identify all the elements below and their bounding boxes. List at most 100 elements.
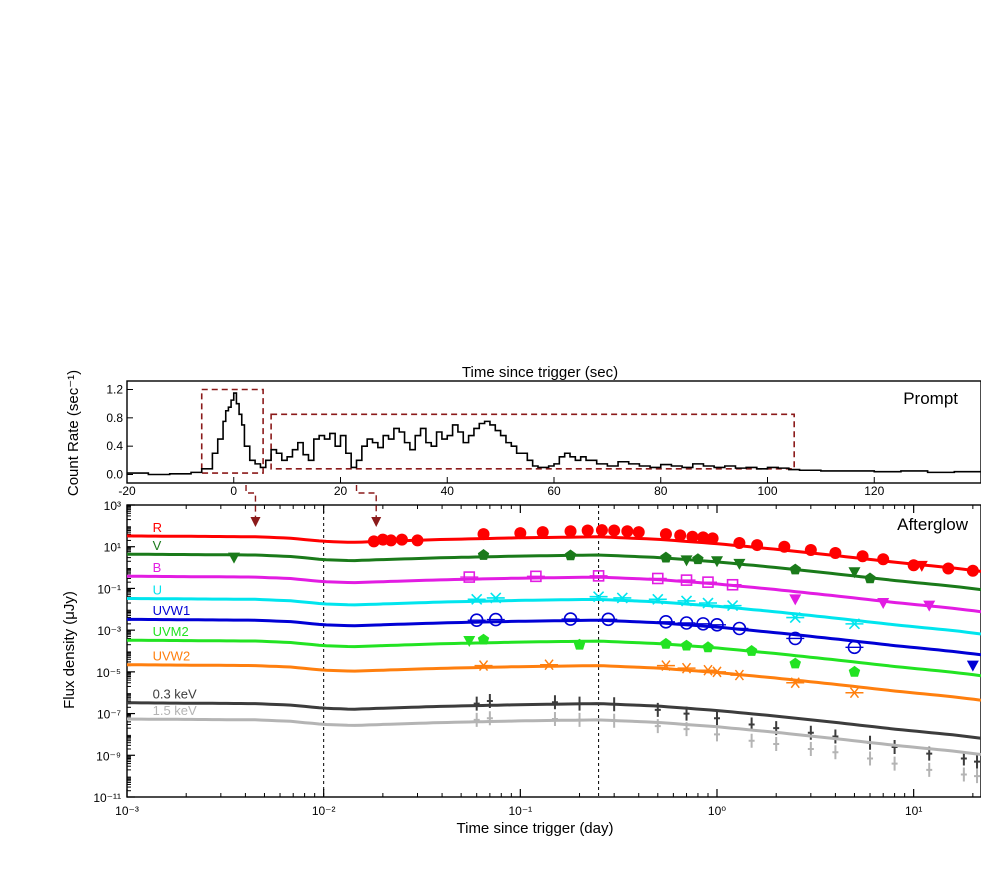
data-point-1-5-kev — [807, 742, 814, 757]
prompt-x-axis-title: Time since trigger (sec) — [462, 364, 618, 381]
upper-limit-r — [915, 560, 928, 572]
data-point-r — [581, 524, 594, 537]
afterglow-series-v: V — [127, 538, 981, 592]
data-point-r — [706, 532, 719, 545]
upper-limit-v — [680, 555, 693, 567]
data-point-0-3-kev — [486, 694, 493, 709]
afterglow-series-1-5-kev: 1.5 keV — [126, 703, 981, 784]
data-point-1-5-kev — [654, 719, 661, 734]
series-label-uvw1: UVW1 — [153, 603, 191, 618]
prompt-y-tick-label: 0.0 — [106, 468, 123, 482]
prompt-x-tick-label: 0 — [230, 484, 237, 498]
data-point-r — [697, 531, 710, 544]
data-point-r — [856, 550, 869, 563]
prompt-x-tick-label: 20 — [334, 484, 348, 498]
prompt-y-axis-title: Count Rate (sec⁻¹) — [65, 370, 82, 496]
afterglow-x-tick-label: 10⁰ — [708, 804, 726, 818]
data-point-uvm2 — [745, 645, 758, 656]
data-point-uvm2 — [477, 633, 490, 645]
afterglow-series-uvm2: UVM2 — [126, 624, 981, 678]
data-point-uvm2 — [848, 665, 861, 677]
data-point-1-5-kev — [611, 713, 618, 728]
data-point-1-5-kev — [974, 769, 981, 784]
series-label-r: R — [153, 520, 162, 535]
upper-limit-v — [710, 556, 723, 568]
prompt-y-tick-label: 0.4 — [106, 439, 123, 453]
data-point-u — [486, 592, 505, 604]
prompt-x-tick-label: 60 — [547, 484, 561, 498]
model-line-uvm2 — [126, 638, 981, 678]
prompt-x-tick-label: -20 — [118, 484, 136, 498]
afterglow-y-tick-label: 10⁻⁹ — [96, 749, 121, 763]
series-label-1-5-kev: 1.5 keV — [153, 703, 197, 718]
data-point-v — [564, 549, 577, 561]
data-point-r — [829, 546, 842, 559]
data-point-r — [966, 564, 979, 577]
data-point-v — [477, 549, 490, 560]
prompt-dashed-box-2 — [270, 413, 795, 470]
upper-limit-b — [877, 598, 890, 610]
data-point-uvw2 — [698, 664, 717, 676]
data-point-v — [864, 572, 876, 584]
data-point-1-5-kev — [926, 762, 933, 777]
data-point-r — [877, 553, 890, 566]
prompt-y-tick-label: 0.8 — [106, 411, 123, 425]
afterglow-series-u: U — [127, 582, 981, 636]
upper-limit-b — [923, 600, 936, 612]
data-point-r — [659, 528, 672, 541]
data-point-u — [613, 592, 632, 604]
data-point-uvm2 — [660, 637, 672, 649]
data-point-u — [723, 600, 742, 612]
connector-line-1 — [245, 485, 257, 517]
connector-line-2 — [355, 485, 377, 517]
series-label-v: V — [153, 538, 162, 553]
data-point-0-3-kev — [576, 696, 583, 711]
data-point-u — [677, 595, 696, 607]
data-point-u — [589, 591, 608, 603]
afterglow-x-tick-label: 10⁻³ — [115, 804, 139, 818]
data-point-uvw2 — [845, 687, 864, 699]
data-point-v — [660, 551, 672, 563]
series-label-u: U — [153, 582, 162, 597]
afterglow-panel-frame — [126, 504, 981, 798]
data-point-r — [686, 530, 699, 543]
afterglow-y-axis-title: Flux density (μJy) — [61, 591, 78, 709]
data-point-r — [674, 529, 687, 542]
afterglow-y-tick-label: 10⁻⁵ — [96, 666, 121, 680]
data-point-r — [564, 525, 577, 538]
prompt-panel-label: Prompt — [903, 389, 958, 408]
prompt-dashed-box-1 — [200, 388, 264, 474]
upper-limit-v — [848, 567, 861, 579]
prompt-x-tick-label: 80 — [654, 484, 668, 498]
afterglow-series-r: R — [126, 520, 981, 577]
afterglow-series-0-3-kev: 0.3 keV — [127, 687, 981, 769]
data-point-1-5-kev — [683, 722, 690, 737]
afterglow-series-uvw1: UVW1 — [127, 603, 981, 672]
data-point-u — [845, 618, 864, 630]
data-point-r — [595, 524, 608, 537]
afterglow-y-tick-label: 10³ — [104, 499, 121, 513]
upper-limit-uvm2 — [463, 636, 476, 648]
data-point-r — [395, 533, 408, 546]
prompt-y-tick-label: 1.2 — [106, 383, 123, 397]
afterglow-panel-label: Afterglow — [897, 515, 969, 534]
data-point-uvw2 — [540, 659, 559, 671]
data-point-1-5-kev — [832, 745, 839, 760]
model-line-uvw1 — [127, 617, 981, 657]
data-point-1-5-kev — [473, 712, 480, 727]
afterglow-x-tick-label: 10⁻² — [312, 804, 336, 818]
afterglow-y-tick-label: 10⁻¹¹ — [93, 791, 121, 805]
data-point-uvw2 — [474, 660, 493, 672]
upper-limit-b — [789, 594, 802, 606]
data-point-r — [411, 534, 424, 547]
afterglow-series-uvw2: UVW2 — [126, 649, 981, 702]
afterglow-y-tick-label: 10⁻¹ — [97, 582, 121, 596]
afterglow-y-tick-label: 10⁻⁷ — [97, 708, 121, 722]
afterglow-x-tick-label: 10⁻¹ — [508, 804, 532, 818]
data-point-uvw2 — [786, 677, 805, 689]
afterglow-series-b: B — [126, 560, 981, 614]
data-point-r — [514, 527, 527, 540]
data-point-1-5-kev — [576, 712, 583, 727]
data-point-r — [477, 528, 490, 541]
data-point-u — [786, 612, 805, 624]
